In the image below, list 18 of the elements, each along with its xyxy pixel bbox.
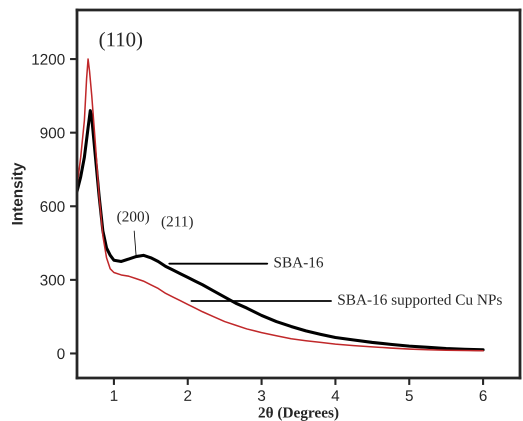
x-tick-label: 1 — [110, 390, 118, 401]
y-tick-label: 1200 — [32, 54, 65, 65]
x-axis-title: 2θ (Degrees) — [258, 406, 338, 421]
annotation: (200) — [117, 210, 150, 225]
x-tick-label: 6 — [480, 390, 487, 402]
annotation: SBA-16 supported Cu NPs — [338, 294, 502, 308]
annotation: SBA-16 — [274, 257, 324, 268]
y-tick-label: 900 — [40, 128, 65, 138]
y-tick-label: 300 — [40, 274, 65, 286]
x-tick-label: 3 — [258, 390, 266, 402]
x-tick-label: 5 — [406, 390, 413, 402]
x-tick-label: 4 — [332, 390, 340, 401]
y-tick-label: 600 — [40, 201, 65, 212]
y-axis-title: Intensity — [11, 162, 26, 224]
annotation: (211) — [162, 216, 193, 230]
annotation: (110) — [100, 32, 142, 51]
x-tick-label: 2 — [184, 390, 192, 401]
y-tick-label: 0 — [57, 348, 65, 360]
